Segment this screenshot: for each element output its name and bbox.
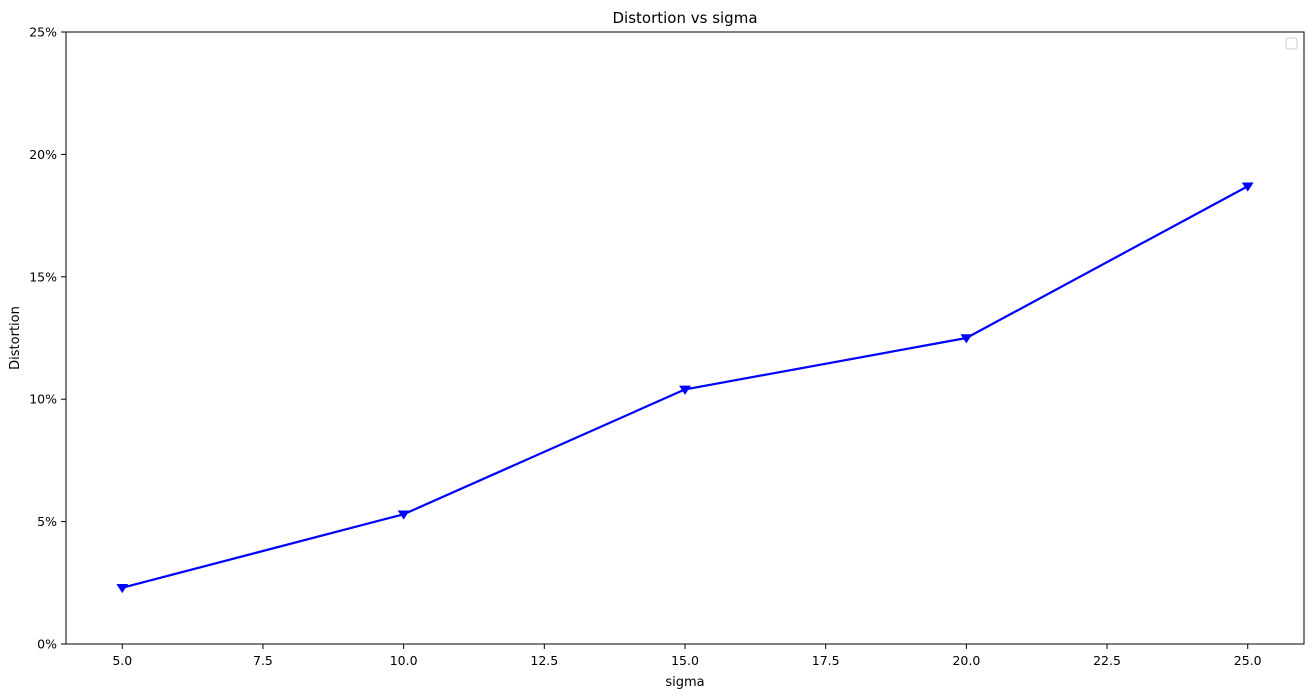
y-tick-label: 20%	[29, 147, 57, 162]
y-tick-label: 25%	[29, 25, 57, 40]
y-tick-label: 10%	[29, 392, 57, 407]
x-tick-label: 22.5	[1093, 653, 1121, 668]
x-tick-label: 10.0	[390, 653, 418, 668]
y-tick-label: 15%	[29, 269, 57, 284]
data-point-marker	[1241, 182, 1254, 192]
x-tick-label: 12.5	[530, 653, 558, 668]
y-axis-ticks: 0% 5% 10% 15% 20% 25%	[29, 25, 66, 652]
data-point-marker	[960, 334, 973, 344]
x-tick-label: 7.5	[253, 653, 273, 668]
series-group	[116, 182, 1254, 594]
x-tick-label: 20.0	[952, 653, 980, 668]
x-axis-title: sigma	[665, 675, 704, 690]
x-tick-label: 5.0	[112, 653, 132, 668]
plot-area	[65, 31, 1305, 645]
data-point-marker	[679, 385, 691, 395]
data-point-marker	[116, 583, 129, 594]
legend-box	[1285, 37, 1298, 50]
plot-frame	[65, 31, 1305, 645]
y-tick-label: 0%	[37, 637, 57, 652]
x-tick-label: 15.0	[671, 653, 699, 668]
x-tick-label: 17.5	[812, 653, 840, 668]
chart-title: Distortion vs sigma	[612, 9, 757, 27]
y-tick-label: 5%	[37, 514, 57, 529]
data-point-marker	[397, 510, 410, 520]
y-axis-title: Distortion	[8, 306, 23, 370]
x-axis-ticks: 5.0 7.5 10.0 12.5 15.0 17.5 20.0 22.5 25.0	[112, 644, 1262, 668]
x-tick-label: 25.0	[1234, 653, 1262, 668]
